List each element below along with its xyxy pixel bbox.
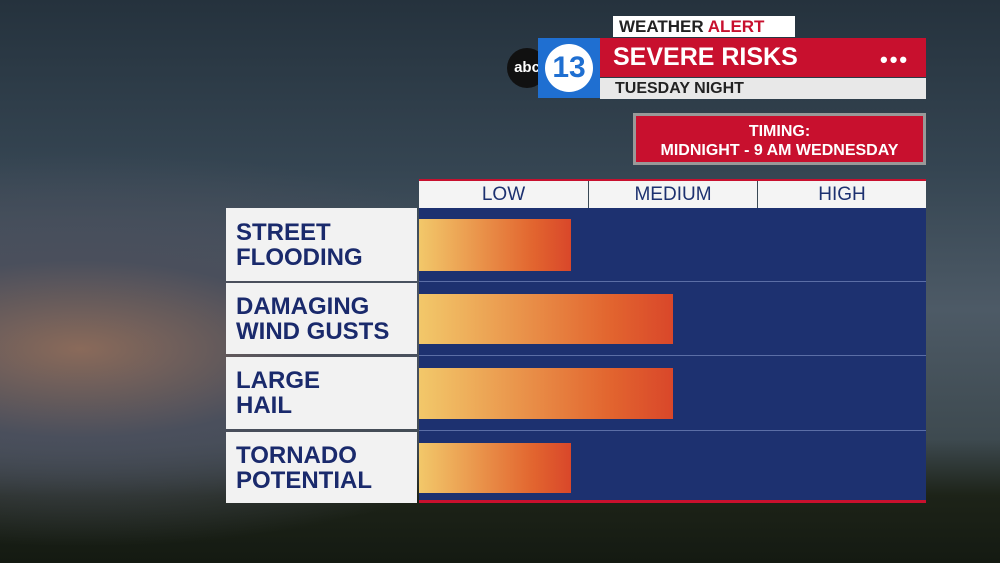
category-label: STREET FLOODING [226,208,417,281]
category-label: TORNADO POTENTIAL [226,432,417,503]
timing-value: MIDNIGHT - 9 AM WEDNESDAY [660,142,899,159]
alert-tag: WEATHER ALERT [613,16,795,37]
bar [419,443,572,493]
bar [419,294,673,344]
alert-emphasis: ALERT [707,17,765,36]
subtitle: TUESDAY NIGHT [600,78,926,99]
bottom-rule [419,500,926,503]
row-divider [419,281,926,282]
logo-channel: 13 [545,44,593,92]
title: SEVERE RISKS [600,38,926,77]
bar [419,219,572,271]
bar [419,368,673,419]
row-divider [419,430,926,431]
timing-box: TIMING: MIDNIGHT - 9 AM WEDNESDAY [633,113,926,165]
row-divider [419,355,926,356]
logo-box: 13 [538,38,600,98]
timing-label: TIMING: [748,123,811,140]
x-tick-label: HIGH [758,181,926,208]
top-rule [419,179,926,181]
x-tick-label: LOW [419,181,588,208]
category-label: LARGE HAIL [226,357,417,429]
menu-dots: ••• [880,47,910,72]
x-tick-label: MEDIUM [589,181,757,208]
alert-word: WEATHER [619,17,704,36]
category-label: DAMAGING WIND GUSTS [226,283,417,354]
